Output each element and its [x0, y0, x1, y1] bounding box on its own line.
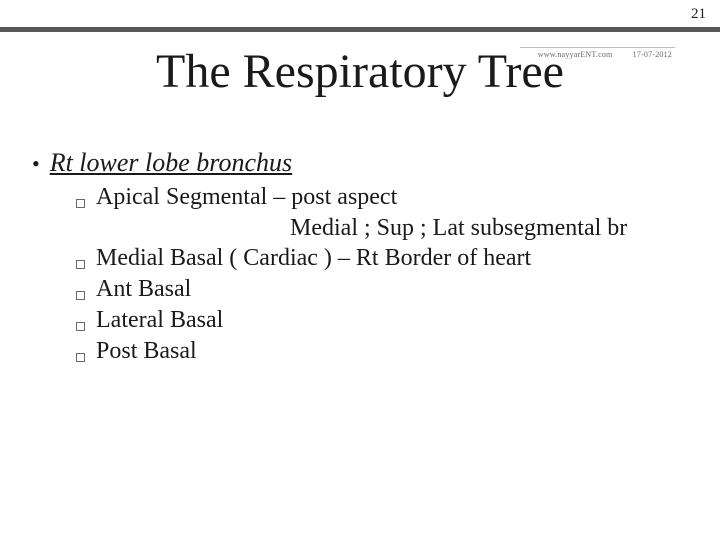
- list-item: Apical Segmental – post aspect: [76, 182, 692, 213]
- list-item: Medial Basal ( Cardiac ) – Rt Border of …: [76, 243, 692, 274]
- square-bullet-icon: [76, 322, 85, 331]
- slide-title: The Respiratory Tree: [0, 44, 720, 99]
- main-item-text: Rt lower lobe bronchus: [50, 148, 292, 178]
- bullet-dot-icon: •: [32, 151, 40, 177]
- list-item: Post Basal: [76, 336, 692, 367]
- square-bullet-icon: [76, 353, 85, 362]
- sub-item-text: Post Basal: [96, 336, 692, 367]
- list-item: Lateral Basal: [76, 305, 692, 336]
- sub-item-text: Ant Basal: [96, 274, 692, 305]
- page-number: 21: [691, 6, 706, 23]
- sub-item-text: Lateral Basal: [96, 305, 692, 336]
- continuation-line: Medial ; Sup ; Lat subsegmental br: [140, 213, 692, 244]
- sub-list: Apical Segmental – post aspect Medial ; …: [76, 182, 692, 366]
- square-bullet-icon: [76, 260, 85, 269]
- content-area: • Rt lower lobe bronchus Apical Segmenta…: [32, 148, 692, 366]
- square-bullet-icon: [76, 291, 85, 300]
- sub-item-text: Apical Segmental – post aspect: [96, 182, 692, 213]
- square-bullet-icon: [76, 199, 85, 208]
- list-item: Ant Basal: [76, 274, 692, 305]
- top-divider-bar: [0, 27, 720, 32]
- main-bullet-item: • Rt lower lobe bronchus: [32, 148, 692, 178]
- sub-item-text: Medial Basal ( Cardiac ) – Rt Border of …: [96, 243, 692, 274]
